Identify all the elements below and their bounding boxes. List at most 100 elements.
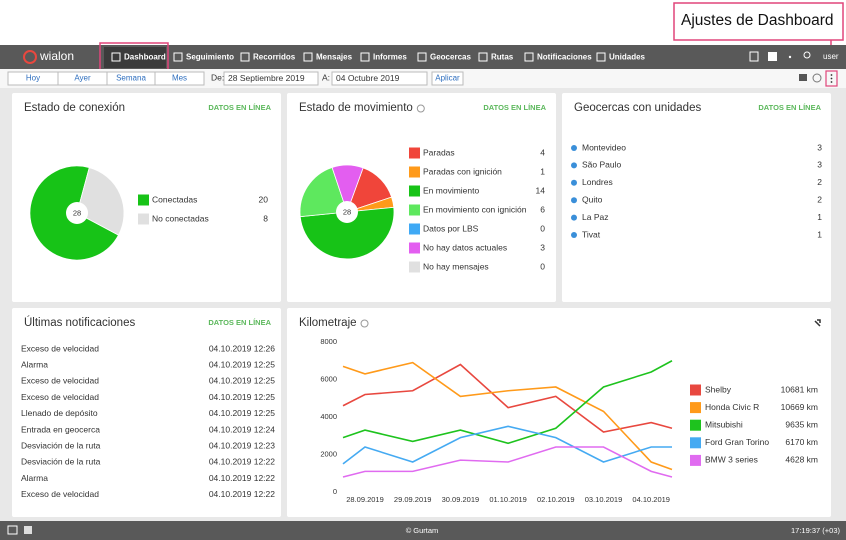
notification-time: 04.10.2019 12:26 [209, 343, 275, 353]
nav-item[interactable]: Informes [373, 53, 407, 62]
geofence-dot [571, 214, 577, 221]
apply-button[interactable] [431, 71, 464, 86]
legend-swatch [409, 261, 420, 273]
help-icon[interactable] [416, 104, 425, 113]
notification-time: 04.10.2019 12:22 [209, 489, 275, 499]
settings-icon[interactable] [814, 319, 821, 327]
to-input[interactable] [331, 71, 428, 86]
period-label[interactable]: Hoy [26, 74, 40, 83]
legend-value: 6 [540, 204, 545, 214]
period-label[interactable]: Mes [172, 74, 187, 83]
line-series [342, 361, 673, 471]
geofence-name: Tivat [582, 229, 601, 239]
x-tick-label: 03.10.2019 [585, 495, 623, 504]
help-icon[interactable] [360, 319, 369, 328]
user-name[interactable]: user [823, 52, 839, 61]
legend-swatch [138, 194, 149, 206]
notification-name: Llenado de depósito [21, 408, 98, 418]
notification-name: Desviación de la ruta [21, 440, 101, 450]
nav-item[interactable]: Notificaciones [537, 53, 592, 62]
geofence-name: Quito [582, 194, 603, 204]
nav-item[interactable]: Dashboard [124, 53, 166, 62]
to-date[interactable]: 04 Octubre 2019 [336, 73, 400, 83]
legend-value: 4628 km [785, 455, 818, 465]
widget-badge: DATOS EN LÍNEA [758, 103, 821, 112]
nav-item[interactable]: Rutas [491, 53, 514, 62]
settings-highlight [825, 70, 838, 87]
nav-icon[interactable] [303, 52, 313, 62]
period-button[interactable] [154, 71, 205, 86]
from-date[interactable]: 28 Septiembre 2019 [228, 73, 305, 83]
nav-icon[interactable] [524, 52, 534, 62]
nav-icon[interactable] [478, 52, 488, 62]
dot [830, 77, 833, 80]
nav-item[interactable]: Geocercas [430, 53, 471, 62]
notification-name: Alarma [21, 359, 48, 369]
footer-icon[interactable] [7, 525, 18, 535]
notification-name: Alarma [21, 473, 48, 483]
nav-item[interactable]: Seguimiento [186, 53, 234, 62]
widget-badge: DATOS EN LÍNEA [208, 318, 271, 327]
pie-slice [299, 166, 348, 218]
notification-time: 04.10.2019 12:25 [209, 359, 275, 369]
nav-item[interactable]: Mensajes [316, 53, 353, 62]
from-input[interactable] [223, 71, 319, 86]
legend-label: Datos por LBS [423, 223, 479, 233]
geofence-dot [571, 179, 577, 186]
legend-label: No conectadas [152, 213, 209, 223]
icon[interactable] [799, 74, 807, 81]
nav-icon[interactable] [173, 52, 183, 62]
icon[interactable] [749, 51, 759, 62]
widget-card [12, 308, 281, 517]
legend-label: En movimiento con ignición [423, 204, 527, 214]
legend-swatch [138, 213, 149, 225]
x-tick-label: 04.10.2019 [632, 495, 670, 504]
widget-card [562, 93, 831, 302]
nav-icon[interactable] [417, 52, 427, 62]
legend-label: Ford Gran Torino [705, 437, 769, 447]
y-tick-label: 6000 [320, 374, 337, 383]
legend-value: 8 [263, 213, 268, 223]
period-label[interactable]: Ayer [74, 74, 91, 83]
apply-text[interactable]: Aplicar [435, 74, 460, 83]
nav-item[interactable]: Unidades [609, 53, 646, 62]
widget-card [287, 308, 831, 517]
legend-label: Paradas [423, 147, 455, 157]
notification-time: 04.10.2019 12:24 [209, 424, 275, 434]
period-label[interactable]: Semana [116, 74, 146, 83]
nav-item[interactable]: Recorridos [253, 53, 296, 62]
nav-icon[interactable] [111, 52, 121, 62]
notification-time: 04.10.2019 12:25 [209, 408, 275, 418]
menu-icon[interactable] [788, 55, 792, 59]
to-label: A: [322, 72, 330, 82]
geofence-dot [571, 162, 577, 169]
legend-value: 1 [540, 166, 545, 176]
geofence-count: 3 [817, 142, 822, 152]
legend-label: Paradas con ignición [423, 166, 502, 176]
pie-center-label: 28 [73, 208, 81, 217]
nav-icon[interactable] [240, 52, 250, 62]
nav-icon[interactable] [596, 52, 606, 62]
legend-swatch [690, 419, 701, 431]
line-series [342, 363, 673, 433]
pie-slice [299, 206, 395, 260]
footer-icon[interactable] [24, 526, 32, 534]
legend-value: 10681 km [781, 384, 818, 394]
x-tick-label: 02.10.2019 [537, 495, 575, 504]
geofence-dot [571, 232, 577, 238]
notification-name: Desviación de la ruta [21, 457, 101, 467]
x-tick-label: 29.09.2019 [394, 495, 432, 504]
apps-icon[interactable] [768, 52, 777, 61]
pie-slice [76, 167, 125, 236]
widget-title: Geocercas con unidades [574, 102, 701, 114]
geofence-name: Montevideo [582, 142, 626, 152]
y-tick-label: 2000 [320, 449, 337, 458]
nav-icon[interactable] [360, 52, 370, 62]
notification-time: 04.10.2019 12:23 [209, 440, 275, 450]
dot [830, 81, 833, 83]
help-icon[interactable] [812, 73, 822, 83]
callout-box [673, 2, 844, 41]
pie-center [66, 202, 88, 224]
geofence-name: Londres [582, 177, 613, 187]
user-icon[interactable] [803, 51, 811, 59]
